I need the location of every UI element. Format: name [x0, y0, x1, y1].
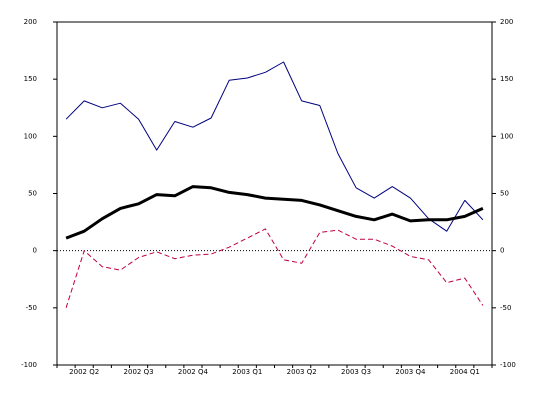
x-tick-label: 2002 Q2 — [69, 368, 99, 376]
x-tick-label: 2003 Q4 — [395, 368, 426, 376]
y-tick-label: 200 — [24, 18, 37, 26]
y2-tick-label: -50 — [500, 304, 511, 312]
plot-frame — [56, 21, 493, 366]
y2-tick-label: 150 — [500, 75, 513, 83]
y-tick-label: -100 — [21, 361, 37, 369]
y2-tick-label: 0 — [500, 247, 504, 255]
x-tick-label: 2002 Q4 — [178, 368, 209, 376]
x-tick-label: 2004 Q1 — [450, 368, 480, 376]
x-tick-label: 2003 Q2 — [287, 368, 317, 376]
y-tick-label: -50 — [26, 304, 37, 312]
y2-tick-label: 100 — [500, 132, 513, 140]
series-line — [65, 61, 484, 232]
x-tick-label: 2002 Q3 — [124, 368, 154, 376]
y-tick-label: 100 — [24, 132, 37, 140]
y-tick-label: 150 — [24, 75, 37, 83]
series-line — [65, 185, 484, 240]
y2-tick-label: -100 — [500, 361, 516, 369]
y-tick-label: 0 — [33, 247, 37, 255]
x-tick-label: 2003 Q3 — [341, 368, 371, 376]
x-tick-label: 2003 Q1 — [232, 368, 262, 376]
y2-tick-label: 200 — [500, 18, 513, 26]
y-tick-label: 50 — [28, 190, 37, 198]
y2-tick-label: 50 — [500, 190, 509, 198]
series-line — [65, 228, 484, 308]
